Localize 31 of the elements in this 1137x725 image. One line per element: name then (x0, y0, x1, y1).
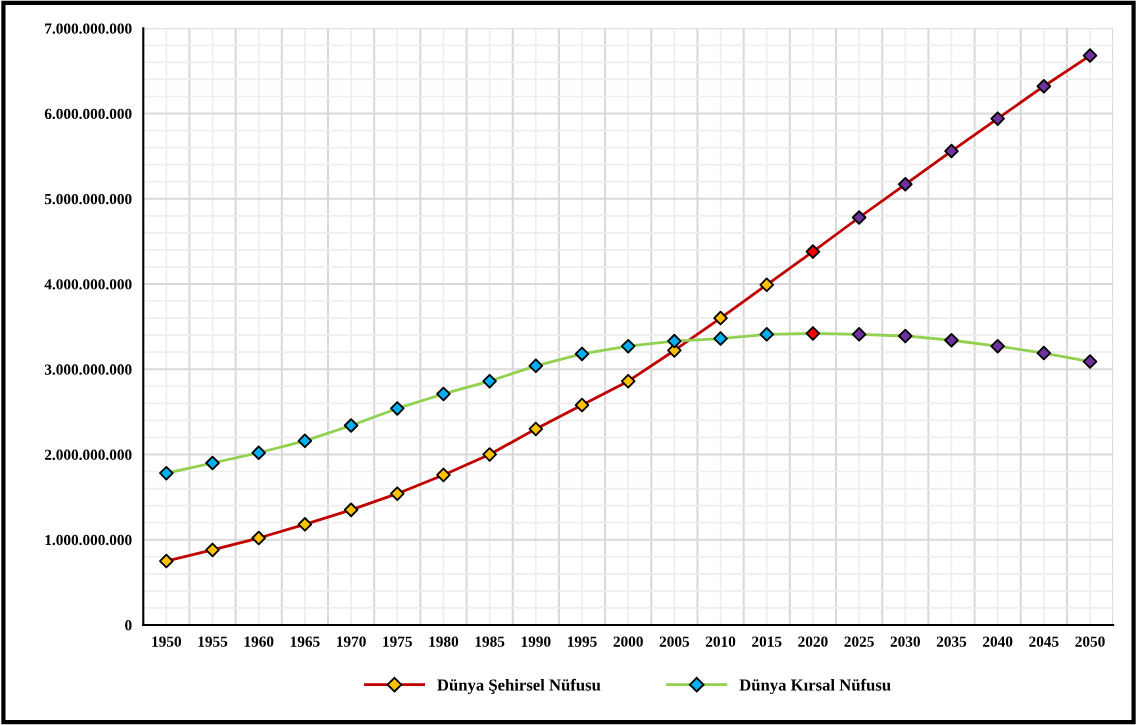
y-tick-label: 2.000.000.000 (44, 449, 132, 460)
x-tick-label: 2000 (613, 636, 643, 647)
x-tick-label: 1975 (383, 636, 412, 647)
x-tick-label: 2015 (752, 636, 782, 647)
legend-label: Dünya Kırsal Nüfusu (739, 678, 891, 695)
y-tick-label: 7.000.000.000 (45, 23, 132, 34)
x-tick-label: 1950 (152, 636, 182, 647)
y-tick-label: 4.000.000.000 (44, 279, 132, 290)
x-tick-label: 1965 (290, 636, 320, 647)
x-tick-label: 2005 (659, 636, 690, 647)
y-tick-label: 6.000.000.000 (44, 108, 132, 120)
x-tick-label: 2025 (844, 636, 874, 647)
y-tick-label: 0 (125, 620, 132, 631)
x-tick-label: 1985 (475, 636, 505, 647)
x-tick-label: 2010 (705, 636, 736, 647)
x-tick-label: 2040 (983, 636, 1013, 647)
x-tick-label: 2035 (936, 636, 967, 647)
x-tick-label: 1955 (198, 636, 228, 647)
legend-label: Dünya Şehirsel Nüfusu (437, 678, 601, 695)
x-tick-label: 1980 (429, 636, 459, 647)
x-tick-label: 1960 (244, 636, 274, 647)
x-tick-label: 2045 (1029, 636, 1059, 647)
y-tick-label: 1.000.000.000 (45, 534, 132, 546)
x-tick-label: 2020 (798, 636, 828, 647)
x-tick-label: 1990 (521, 636, 551, 647)
x-tick-label: 2050 (1075, 636, 1105, 647)
x-tick-label: 1995 (567, 636, 597, 647)
y-tick-label: 5.000.000.000 (44, 193, 132, 205)
x-tick-label: 2030 (890, 636, 920, 647)
y-tick-label: 3.000.000.000 (44, 364, 132, 375)
x-tick-label: 1970 (337, 636, 366, 647)
